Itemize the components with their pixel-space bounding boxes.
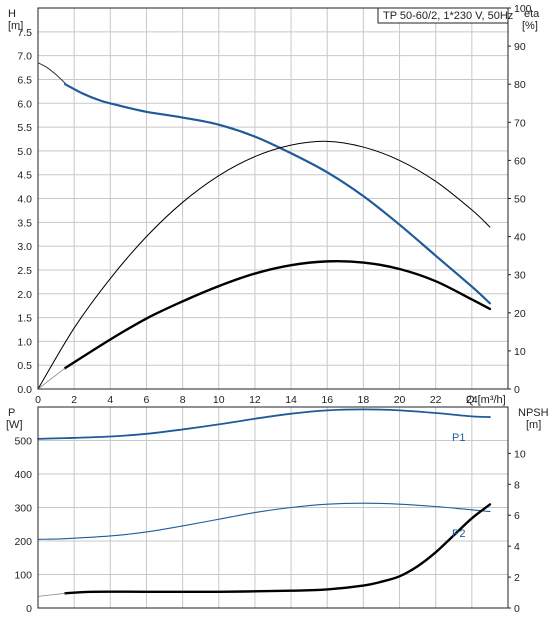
y-tick-label: 3.0 [17, 241, 32, 253]
y2-tick-label: 10 [514, 346, 526, 358]
y2-tick-label: 0 [514, 603, 520, 615]
series-line-0-4 [37, 367, 66, 390]
x-tick-label: 14 [285, 394, 297, 406]
y-tick-label: 500 [14, 436, 32, 448]
y-tick-label: 2.5 [17, 265, 32, 277]
p-axis-label-unit: [W] [6, 419, 23, 431]
series-line-1-2 [63, 503, 492, 595]
x-tick-label: 12 [249, 394, 261, 406]
x-axis-label: Q [m³/h] [466, 394, 506, 406]
x-tick-label: 10 [213, 394, 225, 406]
p-axis-label-name: P [8, 407, 15, 419]
chart-title: TP 50-60/2, 1*230 V, 50Hz [383, 10, 513, 22]
y2-tick-label: 60 [514, 155, 526, 167]
npsh-axis-label-unit: [m] [526, 419, 541, 431]
x-tick-label: 4 [107, 394, 113, 406]
y-tick-label: 1.5 [17, 313, 32, 325]
series-line-1-3 [37, 592, 66, 597]
y-tick-label: 4.5 [17, 170, 32, 182]
p1-series-label: P1 [452, 432, 465, 444]
x-tick-label: 22 [430, 394, 442, 406]
series-group [37, 62, 492, 597]
grid [38, 8, 508, 608]
y-tick-label: 5.0 [17, 146, 32, 158]
y-tick-label: 2.0 [17, 289, 32, 301]
series-line-0-2 [63, 259, 492, 370]
x-tick-label: 6 [144, 394, 150, 406]
x-tick-label: 18 [358, 394, 370, 406]
y-tick-label: 7.5 [17, 27, 32, 39]
y-tick-label: 300 [14, 503, 32, 515]
y-tick-label: 200 [14, 536, 32, 548]
y-tick-label: 5.5 [17, 122, 32, 134]
y-tick-label: 7.0 [17, 51, 32, 63]
y2-tick-label: 100 [514, 3, 532, 15]
y-tick-label: 400 [14, 469, 32, 481]
series-line-0-1 [37, 62, 66, 84]
y2-tick-label: 80 [514, 79, 526, 91]
bottom-plot-frame [37, 406, 509, 609]
x-tick-label: 24 [466, 394, 478, 406]
y-tick-label: 6.0 [17, 98, 32, 110]
y-tick-label: 1.0 [17, 336, 32, 348]
y-tick-label: 0 [26, 603, 32, 615]
y2-tick-label: 4 [514, 541, 520, 553]
y2-axis-label-name: eta [524, 8, 540, 20]
y-tick-label: 4.0 [17, 194, 32, 206]
frames [37, 7, 509, 609]
y2-tick-label: 10 [514, 448, 526, 460]
npsh-axis-label-name: NPSH [518, 407, 549, 419]
p2-series-label: P2 [452, 528, 465, 540]
x-tick-label: 2 [71, 394, 77, 406]
y-axis-label-name: H [8, 8, 16, 20]
x-tick-label: 0 [35, 394, 41, 406]
series-line-1-1 [37, 502, 491, 540]
y2-tick-label: 6 [514, 510, 520, 522]
y2-tick-label: 8 [514, 479, 520, 491]
y-axis-label-unit: [m] [8, 20, 23, 32]
y2-tick-label: 0 [514, 384, 520, 396]
x-tick-label: 20 [394, 394, 406, 406]
series-line-0-0 [64, 83, 492, 305]
y2-tick-label: 30 [514, 270, 526, 282]
y-tick-label: 100 [14, 570, 32, 582]
x-tick-label: 8 [180, 394, 186, 406]
y2-tick-label: 70 [514, 117, 526, 129]
y-tick-label: 0.5 [17, 360, 32, 372]
series-line-0-3 [37, 140, 491, 390]
y2-tick-label: 50 [514, 194, 526, 206]
series-line-1-0 [37, 408, 491, 440]
y2-tick-label: 2 [514, 572, 520, 584]
x-tick-label: 16 [321, 394, 333, 406]
title-box [377, 7, 509, 24]
y2-tick-label: 40 [514, 232, 526, 244]
y-tick-label: 3.5 [17, 217, 32, 229]
y-tick-label: 6.5 [17, 74, 32, 86]
y-tick-label: 0.0 [17, 384, 32, 396]
y2-tick-label: 20 [514, 308, 526, 320]
y2-axis-label-unit: [%] [522, 20, 538, 32]
y2-tick-label: 90 [514, 41, 526, 53]
tick-labels: 0.0 0.5 1.0 1.5 2.0 2.5 3.0 3.5 4.0 4.5 5.0 5.5 6.0 6… [14, 3, 531, 615]
